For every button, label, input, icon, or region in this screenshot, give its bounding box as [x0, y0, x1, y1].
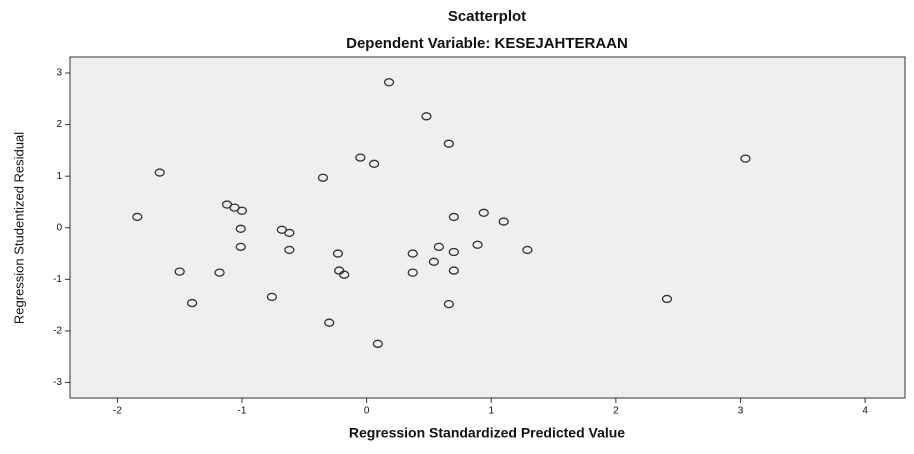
x-tick-label: 4 — [862, 406, 868, 417]
x-tick-label: -1 — [238, 406, 247, 417]
chart-title: Scatterplot — [448, 8, 526, 25]
y-tick-label: 0 — [56, 222, 62, 233]
x-tick-label: -2 — [113, 406, 122, 417]
chart-subtitle: Dependent Variable: KESEJAHTERAAN — [346, 35, 628, 52]
x-tick-label: 3 — [738, 406, 744, 417]
y-tick-label: -2 — [53, 326, 62, 337]
x-tick-label: 0 — [364, 406, 370, 417]
y-axis-label: Regression Studentized Residual — [11, 132, 26, 324]
chart: Scatterplot Dependent Variable: KESEJAHT… — [0, 0, 914, 454]
x-tick-label: 1 — [488, 406, 494, 417]
y-tick-label: 1 — [56, 171, 62, 182]
y-tick-label: 3 — [56, 68, 62, 79]
y-tick-label: -1 — [53, 274, 62, 285]
plot-area — [70, 57, 905, 398]
y-tick-label: -3 — [53, 377, 62, 388]
x-tick-label: 2 — [613, 406, 619, 417]
page: {"chart_data": {"type": "scatter", "titl… — [0, 0, 914, 454]
x-axis-label: Regression Standardized Predicted Value — [349, 425, 625, 441]
y-tick-label: 2 — [56, 119, 62, 130]
